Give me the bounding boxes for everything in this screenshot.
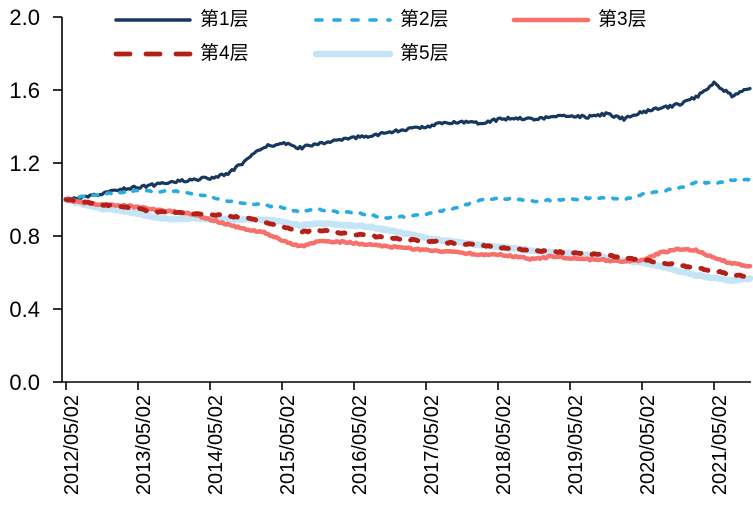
legend-label-2: 第2层 bbox=[400, 9, 449, 30]
series-line-1 bbox=[64, 80, 752, 202]
x-tick-label: 2018/05/02 bbox=[493, 395, 515, 495]
x-tick-label: 2014/05/02 bbox=[205, 395, 227, 495]
x-tick-label: 2015/05/02 bbox=[277, 395, 299, 495]
x-tick-label: 2020/05/02 bbox=[637, 395, 659, 495]
legend-item-5: 第5层 bbox=[313, 41, 449, 67]
legend-item-1: 第1层 bbox=[113, 7, 249, 33]
legend-swatch-4 bbox=[113, 51, 193, 57]
y-tick-label: 1.2 bbox=[9, 151, 40, 176]
legend-swatch-1 bbox=[114, 18, 192, 22]
legend-item-3: 第3层 bbox=[511, 7, 647, 33]
x-tick-label: 2012/05/02 bbox=[61, 395, 83, 495]
legend-label-5: 第5层 bbox=[400, 43, 449, 64]
legend-label-4: 第4层 bbox=[200, 43, 249, 64]
legend-label-1: 第1层 bbox=[200, 9, 249, 30]
legend-item-4: 第4层 bbox=[113, 41, 249, 67]
y-tick-label: 0.0 bbox=[9, 370, 40, 395]
y-tick-label: 1.6 bbox=[9, 78, 40, 103]
x-tick-label: 2013/05/02 bbox=[133, 395, 155, 495]
x-tick-label: 2016/05/02 bbox=[349, 395, 371, 495]
x-tick-label: 2021/05/02 bbox=[709, 395, 731, 495]
legend-swatch-5 bbox=[313, 50, 393, 58]
y-tick-label: 2.0 bbox=[9, 5, 40, 30]
y-tick-label: 0.4 bbox=[9, 297, 40, 322]
axes bbox=[61, 17, 751, 383]
x-tick-label: 2017/05/02 bbox=[421, 395, 443, 495]
legend-swatch-2 bbox=[314, 18, 392, 22]
y-tick-label: 0.8 bbox=[9, 224, 40, 249]
series-line-4 bbox=[63, 197, 753, 280]
legend-item-2: 第2层 bbox=[313, 7, 449, 33]
legend-label-3: 第3层 bbox=[598, 9, 647, 30]
legend: 第1层 第2层 第3层第4层 第5层 bbox=[0, 0, 753, 70]
x-tick-label: 2019/05/02 bbox=[565, 395, 587, 495]
legend-swatch-3 bbox=[511, 17, 591, 23]
